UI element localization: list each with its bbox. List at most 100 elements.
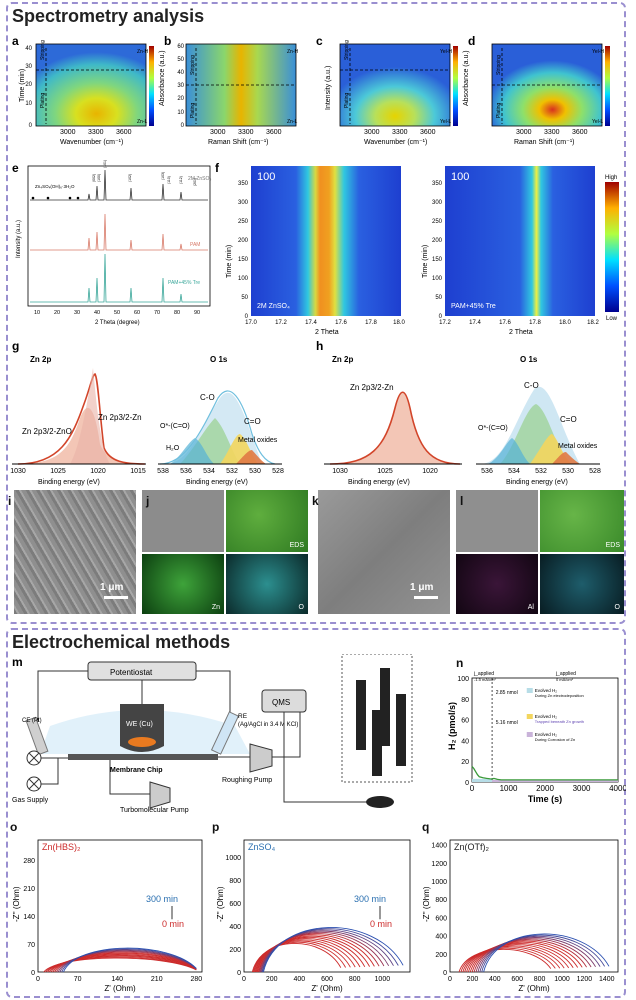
n-legend-1b: During Zn electrodeposition	[535, 693, 584, 698]
chart-p: 0 200 400 600 800 1000 0 200 400 600 800 1000 Z' (Oh…	[216, 839, 411, 993]
svg-text:30: 30	[74, 310, 80, 316]
chart-o-time-bottom: 0 min	[162, 919, 184, 929]
svg-text:QMS: QMS	[272, 698, 290, 707]
panel-b-label: b	[164, 34, 171, 48]
xtick-a-1: 3000	[60, 129, 76, 136]
chart-p-xtick: 200	[266, 976, 278, 983]
svg-text:(103): (103)	[161, 172, 165, 180]
svg-text:0: 0	[439, 314, 443, 320]
svg-text:17.8: 17.8	[365, 320, 377, 326]
svg-text:3600: 3600	[572, 129, 588, 136]
svg-text:1020: 1020	[422, 468, 438, 475]
svg-text:3000: 3000	[210, 129, 226, 136]
svg-text:Metal oxides: Metal oxides	[558, 443, 598, 450]
chart-p-xtick: 0	[242, 976, 246, 983]
panel-a-label: a	[12, 34, 19, 48]
xps-panels: g Zn 2p Zn 2p3/2-ZnO Zn 2p3/2-Zn 1030 102…	[10, 339, 601, 486]
insitu-ylabel: Time (min)	[226, 245, 233, 278]
svg-text:C=O: C=O	[560, 415, 577, 424]
n-series-line	[471, 765, 618, 781]
svg-text:1030: 1030	[10, 468, 26, 475]
n-area-corrosion	[492, 779, 618, 782]
n-applied-a: j_applied	[473, 671, 494, 677]
chart-q-arc	[481, 934, 605, 973]
svg-text:50: 50	[435, 295, 442, 301]
chart-q-ylabel: -Z'' (Ohm)	[422, 886, 431, 922]
chart-p-xtick: 1000	[375, 976, 391, 983]
svg-text:3600: 3600	[420, 129, 436, 136]
chart-q-ytick: 1400	[431, 843, 447, 850]
svg-text:60: 60	[177, 44, 184, 50]
svg-text:528: 528	[589, 468, 601, 475]
svg-text:3300: 3300	[392, 129, 408, 136]
chart-q-arc	[483, 933, 610, 973]
svg-text:0: 0	[181, 123, 185, 129]
svg-text:3300: 3300	[238, 129, 254, 136]
svg-text:250: 250	[238, 219, 249, 225]
svg-text:0: 0	[29, 123, 33, 129]
roughing-pump	[249, 743, 273, 773]
svg-text:536: 536	[180, 468, 192, 475]
svg-text:Low: Low	[606, 316, 618, 322]
chart-q-ytick: 600	[435, 915, 447, 922]
chart-q-arc	[464, 945, 565, 973]
svg-text:(002): (002)	[92, 174, 96, 182]
chart-p-time-top: 300 min	[354, 894, 386, 904]
eds-map-l: EDS	[540, 490, 624, 552]
chart-p-title: ZnSO₄	[248, 842, 276, 852]
svg-text:Zn 2p: Zn 2p	[332, 355, 353, 364]
n-applied-b: j_applied	[555, 671, 576, 677]
setup-diagram: m Potentiostat CE (Pt) RE (Ag/AgCl in 3.…	[12, 654, 413, 814]
svg-text:Zn-H: Zn-H	[287, 49, 299, 55]
cb-hi-a: Zn-H	[137, 49, 149, 55]
n-legend-2b: Trapped beneath Zn growth	[535, 719, 584, 724]
svg-text:100: 100	[451, 171, 469, 183]
chart-o-plot-area	[37, 839, 203, 973]
svg-text:Plating: Plating	[344, 92, 350, 108]
chart-q-arc	[471, 940, 583, 973]
xlabel-a: Wavenumber (cm⁻¹)	[60, 139, 123, 146]
chart-q-xtick: 1200	[577, 976, 593, 983]
svg-text:3600: 3600	[266, 129, 282, 136]
panel-e-label: e	[12, 161, 19, 175]
svg-text:Binding energy (eV): Binding energy (eV)	[348, 479, 410, 486]
sem-image-j	[142, 490, 224, 552]
svg-text:Absorbance (a.u.): Absorbance (a.u.)	[463, 50, 470, 106]
svg-text:350: 350	[432, 181, 443, 187]
chart-o-ytick: 0	[31, 970, 35, 977]
chart-p-arc	[262, 927, 404, 973]
stripping-label: Stripping	[40, 40, 46, 60]
svg-text:30: 30	[25, 64, 32, 70]
n-amount-1: 2.85 nmol	[496, 690, 518, 696]
svg-text:17.2: 17.2	[439, 320, 451, 326]
svg-text:O 1s: O 1s	[210, 355, 228, 364]
label-zno: Zn 2p3/2-ZnO	[22, 427, 72, 436]
svg-text:1015: 1015	[130, 468, 146, 475]
svg-text:534: 534	[508, 468, 520, 475]
chart-q-ytick: 0	[443, 970, 447, 977]
chart-p-xlabel: Z' (Ohm)	[311, 984, 343, 993]
svg-text:2 Theta: 2 Theta	[509, 329, 533, 336]
chart-o-xtick: 0	[36, 976, 40, 983]
svg-text:17.4: 17.4	[469, 320, 481, 326]
insitu-colorbar	[605, 182, 619, 312]
n-legend-3b: During Corrosion of Zn	[535, 737, 575, 742]
svg-text:3300: 3300	[544, 129, 560, 136]
svg-text:538: 538	[157, 468, 169, 475]
svg-text:40: 40	[25, 46, 32, 52]
svg-text:80: 80	[174, 310, 180, 316]
svg-text:High: High	[605, 175, 617, 181]
chart-q-xtick: 600	[511, 976, 523, 983]
svg-text:Wavenumber (cm⁻¹): Wavenumber (cm⁻¹)	[364, 139, 427, 146]
chart-o: 0 70 140 210 280 0 70 140 210 280 Z' (Ohm) -Z'' (Oh…	[12, 839, 203, 993]
svg-text:Binding energy (eV): Binding energy (eV)	[38, 479, 100, 486]
svg-text:PAM+45% Tre: PAM+45% Tre	[451, 303, 496, 310]
svg-text:(101): (101)	[103, 160, 107, 168]
xrd-ylabel: Intensity (a.u.)	[16, 220, 22, 258]
svg-text:150: 150	[432, 257, 443, 263]
chart-p-time-bottom: 0 min	[370, 919, 392, 929]
panel-p-label: p	[212, 820, 220, 834]
svg-text:3000: 3000	[516, 129, 532, 136]
svg-text:CE (Pt): CE (Pt)	[22, 718, 42, 724]
svg-text:50: 50	[177, 57, 184, 63]
